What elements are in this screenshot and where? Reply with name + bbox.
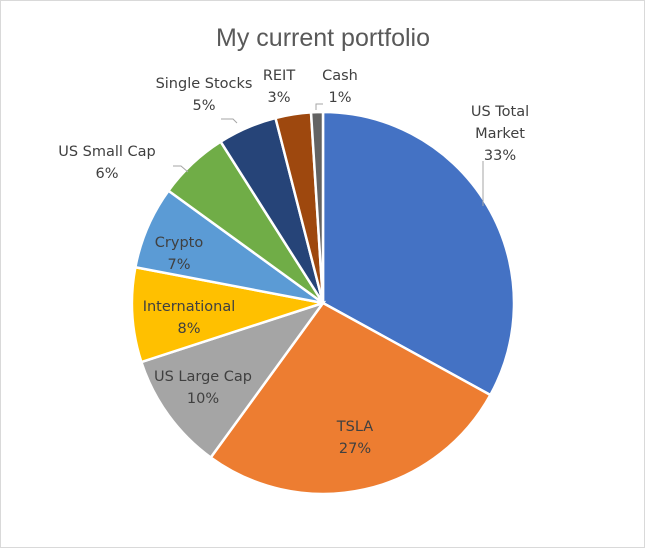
data-label: US Large Cap 10% <box>154 369 252 407</box>
data-label: Single Stocks 5% <box>156 76 253 114</box>
data-label: REIT 3% <box>263 68 296 106</box>
data-label: Crypto 7% <box>155 235 204 273</box>
pie-slice-tsla <box>208 301 493 496</box>
pie-slice-cash <box>309 110 325 304</box>
pie-slice-international <box>130 265 324 364</box>
data-label: US Small Cap 6% <box>58 144 156 182</box>
pie-slice-us-large-cap <box>139 300 327 460</box>
data-label: International 8% <box>143 299 236 337</box>
data-label: Cash 1% <box>322 68 358 106</box>
data-label: TSLA 27% <box>336 419 373 457</box>
leader-line <box>173 165 189 173</box>
pie-slices <box>130 110 516 496</box>
pie-slice-us-total-market <box>321 110 516 397</box>
leader-lines <box>173 103 484 206</box>
data-label: US Total Market 33% <box>471 104 529 164</box>
leader-line <box>221 118 238 124</box>
data-labels: US Total Market 33% TSLA 27% US Large Cap 10% I… <box>58 68 529 457</box>
chart-title: My current portfolio <box>216 24 430 52</box>
leader-line <box>315 103 323 110</box>
